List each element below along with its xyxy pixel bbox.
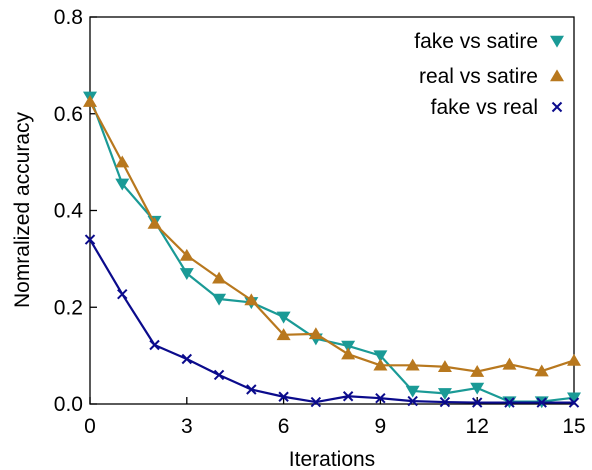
data-point-fake-vs-real xyxy=(181,353,193,365)
data-point-fake-vs-real xyxy=(278,391,289,402)
x-marker-stroke xyxy=(246,384,257,395)
x-tick-label: 9 xyxy=(375,415,387,438)
x-marker-stroke xyxy=(213,369,225,381)
y-tick-label: 0.4 xyxy=(54,200,84,223)
x-marker-stroke xyxy=(342,391,354,402)
x-marker-stroke xyxy=(471,397,483,408)
data-point-fake-vs-satire xyxy=(437,388,452,401)
x-tick-label: 6 xyxy=(278,415,290,438)
y-axis-title: Nomralized accuracy xyxy=(11,111,34,308)
data-point-fake-vs-real xyxy=(310,396,322,408)
series-line-fake-vs-real xyxy=(89,238,574,404)
x-marker-stroke xyxy=(504,397,515,408)
legend-marker-fake-vs-satire xyxy=(550,35,564,48)
legend-label-real-vs-satire: real vs satire xyxy=(419,65,538,88)
data-point-fake-vs-real xyxy=(407,395,418,407)
data-point-fake-vs-satire xyxy=(115,178,130,191)
x-marker-stroke xyxy=(536,397,547,408)
data-point-fake-vs-satire xyxy=(179,268,194,281)
data-point-fake-vs-real xyxy=(117,288,128,300)
data-point-fake-vs-real xyxy=(246,384,257,395)
data-point-real-vs-satire xyxy=(179,248,194,261)
data-point-real-vs-satire xyxy=(276,328,291,341)
data-point-real-vs-satire xyxy=(244,293,259,306)
series-fake-vs-satire xyxy=(83,91,581,409)
data-point-fake-vs-real xyxy=(536,397,547,408)
data-point-real-vs-satire xyxy=(405,358,420,371)
legend-marker-real-vs-satire xyxy=(550,69,564,82)
x-marker-stroke xyxy=(84,234,96,245)
y-tick-label: 0.6 xyxy=(54,103,83,126)
x-marker-stroke xyxy=(551,101,563,113)
y-tick-label: 0.0 xyxy=(54,393,83,416)
x-tick-label: 0 xyxy=(84,415,96,438)
x-marker-stroke xyxy=(310,396,322,408)
legend-label-fake-vs-real: fake vs real xyxy=(431,96,538,119)
data-point-real-vs-satire xyxy=(567,353,581,366)
series-real-vs-satire xyxy=(83,95,581,377)
data-point-fake-vs-satire xyxy=(567,392,581,405)
data-point-real-vs-satire xyxy=(308,327,323,340)
data-point-real-vs-satire xyxy=(115,155,130,168)
data-point-fake-vs-satire xyxy=(276,311,291,324)
x-tick-label: 12 xyxy=(466,415,489,438)
x-marker-stroke xyxy=(117,288,128,300)
x-marker-stroke xyxy=(278,391,289,402)
data-point-fake-vs-satire xyxy=(212,293,227,306)
data-point-fake-vs-real xyxy=(568,397,580,408)
y-tick-label: 0.2 xyxy=(54,296,83,319)
data-point-fake-vs-real xyxy=(504,397,515,408)
x-axis-title: Iterations xyxy=(289,448,375,470)
x-marker-stroke xyxy=(375,392,386,404)
x-marker-stroke xyxy=(407,395,418,407)
data-point-real-vs-satire xyxy=(83,95,97,107)
x-tick-label: 3 xyxy=(181,415,193,438)
legend-label-fake-vs-satire: fake vs satire xyxy=(414,30,538,53)
legend: fake vs satire real vs satire fake vs real xyxy=(414,30,564,119)
data-point-fake-vs-real xyxy=(375,392,386,404)
x-marker-stroke xyxy=(568,397,580,408)
x-tick-label: 15 xyxy=(562,415,585,438)
data-point-fake-vs-satire xyxy=(341,340,356,353)
data-point-real-vs-satire xyxy=(212,271,227,284)
data-point-real-vs-satire xyxy=(373,358,388,371)
x-marker-stroke xyxy=(439,396,451,408)
data-point-fake-vs-real xyxy=(342,391,354,402)
data-point-fake-vs-real xyxy=(213,369,225,381)
series-layer xyxy=(83,91,581,409)
data-point-real-vs-satire xyxy=(147,216,162,229)
data-point-fake-vs-real xyxy=(471,397,483,408)
x-marker-stroke xyxy=(149,339,160,351)
legend-marker-fake-vs-real xyxy=(551,101,563,113)
x-marker-stroke xyxy=(181,353,193,365)
series-line-fake-vs-satire xyxy=(88,96,575,403)
data-point-fake-vs-real xyxy=(84,234,96,245)
y-tick-label: 0.8 xyxy=(54,6,83,29)
data-point-real-vs-satire xyxy=(502,357,517,370)
data-point-real-vs-satire xyxy=(437,360,452,373)
data-point-real-vs-satire xyxy=(470,364,485,377)
data-point-fake-vs-real xyxy=(439,396,451,408)
data-point-real-vs-satire xyxy=(341,347,356,360)
data-point-fake-vs-satire xyxy=(405,385,420,398)
series-line-real-vs-satire xyxy=(89,101,575,373)
data-point-fake-vs-satire xyxy=(470,382,485,395)
series-fake-vs-real xyxy=(84,234,580,408)
data-point-fake-vs-real xyxy=(149,339,160,351)
axes: 0 3 6 9 12 15 0.0 0.2 0.4 0.6 0.8 xyxy=(54,6,586,438)
data-point-fake-vs-satire xyxy=(373,350,388,363)
data-point-real-vs-satire xyxy=(534,364,549,377)
